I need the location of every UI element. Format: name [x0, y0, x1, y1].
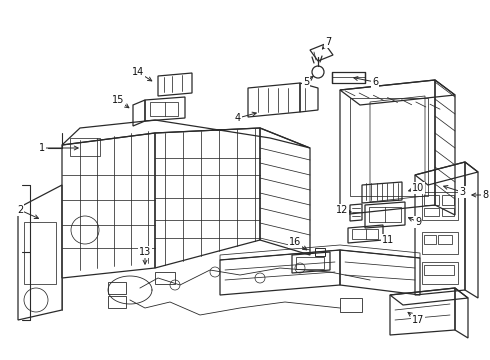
Text: 15: 15	[112, 95, 124, 105]
Bar	[155, 272, 175, 284]
Text: 10: 10	[412, 183, 424, 193]
Bar	[315, 248, 325, 256]
Text: 5: 5	[303, 77, 309, 87]
Text: 1: 1	[39, 143, 45, 153]
Bar	[424, 195, 439, 205]
Text: 4: 4	[235, 113, 241, 123]
Bar	[369, 207, 401, 222]
Bar	[442, 208, 454, 216]
Bar	[422, 232, 458, 254]
Text: 7: 7	[325, 37, 331, 47]
Bar	[442, 195, 454, 205]
Bar	[24, 222, 56, 284]
Text: 6: 6	[372, 77, 378, 87]
Bar	[108, 282, 126, 294]
Text: 17: 17	[412, 315, 424, 325]
Bar	[350, 98, 428, 196]
Text: 14: 14	[132, 67, 144, 77]
Bar	[424, 208, 439, 216]
Bar	[424, 265, 454, 275]
Bar	[424, 235, 436, 244]
Bar	[352, 229, 378, 239]
Bar	[438, 235, 452, 244]
Bar	[296, 257, 324, 269]
Text: 11: 11	[382, 235, 394, 245]
Bar	[150, 102, 178, 116]
Bar	[70, 138, 100, 156]
Text: 16: 16	[289, 237, 301, 247]
Text: 2: 2	[17, 205, 23, 215]
Bar	[340, 298, 362, 312]
Bar	[108, 296, 126, 308]
Text: 12: 12	[336, 205, 348, 215]
Bar	[422, 262, 458, 284]
Text: 8: 8	[482, 190, 488, 200]
Bar	[422, 192, 458, 220]
Text: 3: 3	[459, 187, 465, 197]
Text: 9: 9	[415, 217, 421, 227]
Text: 13: 13	[139, 247, 151, 257]
